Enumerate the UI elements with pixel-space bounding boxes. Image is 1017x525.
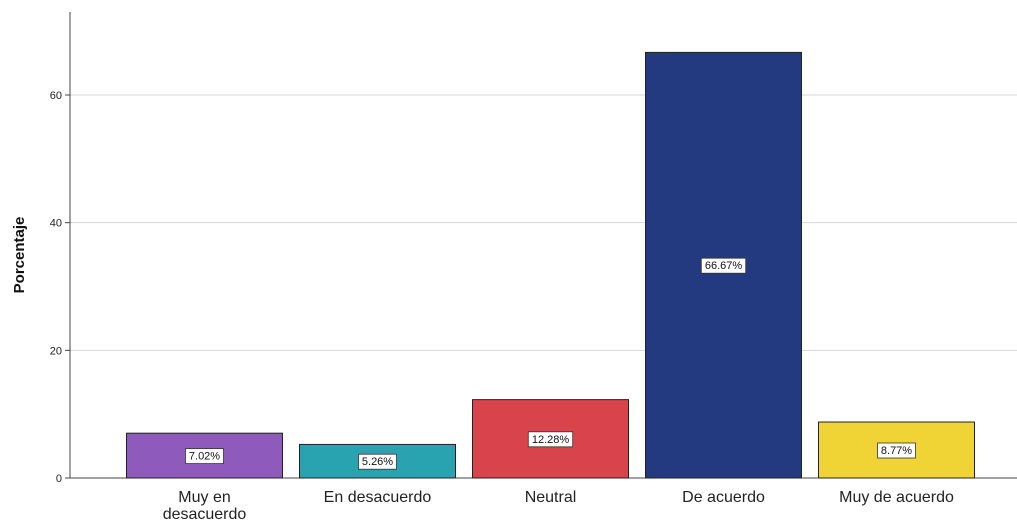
data-label-box [877,442,916,459]
y-tick-label: 0 [56,473,62,485]
data-label-box [700,257,747,274]
y-tick-labels: 0 20 40 60 [50,90,70,485]
category-label: Muy de acuerdo [839,489,954,506]
bar [126,432,283,479]
y-axis-label: Porcentaje [11,217,28,294]
category-label: Muy en [178,489,230,506]
data-label-box [358,453,397,470]
data-label: 7.02% [189,451,220,463]
data-label-box [527,431,574,448]
y-tick-label: 40 [50,218,62,230]
data-labels: 7.02% 5.26% 12.28% 66.67% 8.77% [185,257,916,470]
bars [126,51,975,479]
grid-lines [70,94,1017,351]
bar [818,421,975,479]
y-tick-label: 60 [50,90,62,102]
data-label: 12.28% [532,434,570,446]
data-label: 5.26% [362,456,393,468]
category-label: De acuerdo [682,489,765,506]
y-tick-label: 20 [50,345,62,357]
category-label: desacuerdo [163,506,247,523]
category-label: En desacuerdo [324,489,432,506]
data-label: 66.67% [705,260,743,272]
data-label-box [185,448,224,464]
data-label: 8.77% [881,445,912,457]
category-label: Neutral [525,489,577,506]
